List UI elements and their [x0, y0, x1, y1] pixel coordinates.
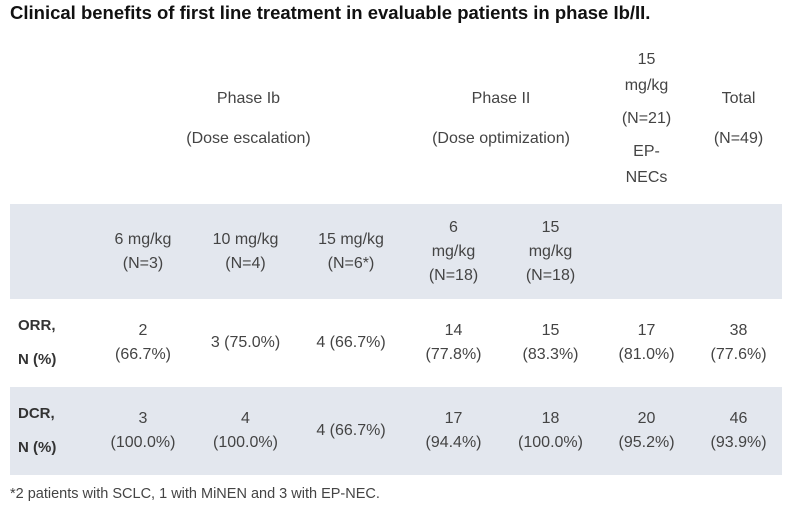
- total-header: Total (N=49): [695, 34, 782, 204]
- table-row-dcr: DCR, N (%) 3 (100.0%) 4 (100.0%) 4 (66.7%)…: [10, 387, 783, 475]
- dose-group-line: (N=6*): [327, 254, 375, 272]
- ep-nec-header-line: NECs: [625, 169, 668, 186]
- subheader-empty-cell: [10, 204, 93, 299]
- data-cell: 14 (77.8%): [404, 299, 503, 387]
- cell-line: 4 (66.7%): [316, 422, 386, 439]
- data-cell: 20 (95.2%): [598, 387, 695, 475]
- data-cell: 46 (93.9%): [695, 387, 782, 475]
- dose-group-line: (N=18): [525, 266, 576, 284]
- cell-line: 15: [541, 322, 560, 339]
- dose-group-cell: 15 mg/kg (N=18): [503, 204, 598, 299]
- data-cell: 2 (66.7%): [93, 299, 193, 387]
- cell-line: 4 (66.7%): [316, 334, 386, 351]
- table-footnote: *2 patients with SCLC, 1 with MiNEN and …: [10, 486, 380, 502]
- cell-line: 20: [637, 410, 656, 427]
- phase-ib-title: Phase Ib: [216, 90, 281, 107]
- data-cell: 17 (94.4%): [404, 387, 503, 475]
- phase-ib-subtitle: (Dose escalation): [186, 130, 311, 147]
- dose-subheader-row: 6 mg/kg (N=3) 10 mg/kg (N=4) 15 mg/kg (N…: [10, 204, 783, 299]
- dose-group-cell: 10 mg/kg (N=4): [193, 204, 298, 299]
- cell-line: (77.8%): [425, 346, 482, 363]
- ep-nec-header-line: 15: [637, 51, 656, 68]
- cell-line: (100.0%): [213, 434, 278, 451]
- data-cell: 17 (81.0%): [598, 299, 695, 387]
- data-cell: 38 (77.6%): [695, 299, 782, 387]
- subheader-empty-cell: [695, 204, 782, 299]
- phase-ib-header: Phase Ib (Dose escalation): [93, 34, 404, 204]
- row-label-line: N (%): [18, 439, 57, 456]
- row-label-line: ORR,: [18, 317, 56, 334]
- ep-nec-header-line: EP-: [633, 143, 660, 160]
- cell-line: 38: [729, 322, 748, 339]
- cell-line: 17: [444, 410, 463, 427]
- phase-ii-title: Phase II: [471, 90, 531, 107]
- row-label-line: N (%): [18, 351, 57, 368]
- cell-line: (94.4%): [425, 434, 482, 451]
- cell-line: (95.2%): [618, 434, 675, 451]
- data-cell: 3 (100.0%): [93, 387, 193, 475]
- cell-line: (77.6%): [710, 346, 767, 363]
- dose-group-line: (N=4): [225, 254, 266, 272]
- cell-line: (100.0%): [518, 434, 583, 451]
- table-title: Clinical benefits of first line treatmen…: [10, 2, 651, 23]
- header-empty-cell: [10, 34, 93, 204]
- dose-group-cell: 6 mg/kg (N=3): [93, 204, 193, 299]
- dose-group-line: 6 mg/kg: [114, 230, 172, 248]
- header-row: Phase Ib (Dose escalation) Phase II (Dos…: [10, 34, 782, 204]
- phase-ii-subtitle: (Dose optimization): [432, 130, 570, 147]
- dose-group-line: mg/kg: [431, 242, 476, 260]
- row-label-line: DCR,: [18, 405, 55, 422]
- cell-line: (100.0%): [110, 434, 176, 451]
- dose-group-line: 10 mg/kg: [212, 230, 279, 248]
- ep-nec-header-line: mg/kg: [624, 77, 669, 94]
- total-subtitle: (N=49): [713, 130, 764, 147]
- dose-group-line: 6: [449, 218, 458, 236]
- cell-line: (93.9%): [710, 434, 767, 451]
- dose-group-cell: 15 mg/kg (N=6*): [298, 204, 404, 299]
- dose-group-line: 15 mg/kg: [318, 230, 384, 248]
- cell-line: 14: [444, 322, 463, 339]
- data-cell: 4 (100.0%): [193, 387, 298, 475]
- cell-line: 17: [637, 322, 656, 339]
- table-row-orr: ORR, N (%) 2 (66.7%) 3 (75.0%) 4 (66.7%) …: [10, 299, 783, 387]
- phase-ii-header: Phase II (Dose optimization): [404, 34, 598, 204]
- clinical-benefits-table: Phase Ib (Dose escalation) Phase II (Dos…: [10, 34, 783, 475]
- cell-line: 3 (75.0%): [210, 334, 281, 351]
- dose-group-line: (N=18): [428, 266, 479, 284]
- cell-line: 18: [541, 410, 560, 427]
- cell-line: 46: [729, 410, 748, 427]
- row-label: DCR, N (%): [10, 387, 93, 475]
- cell-line: (66.7%): [114, 346, 172, 363]
- data-cell: 4 (66.7%): [298, 387, 404, 475]
- dose-group-line: (N=3): [122, 254, 164, 272]
- dose-group-line: mg/kg: [528, 242, 573, 260]
- ep-nec-header-line: (N=21): [621, 110, 672, 127]
- data-cell: 15 (83.3%): [503, 299, 598, 387]
- cell-line: 2: [138, 322, 148, 339]
- dose-group-line: 15: [541, 218, 560, 236]
- subheader-empty-cell: [598, 204, 695, 299]
- data-cell: 3 (75.0%): [193, 299, 298, 387]
- total-title: Total: [721, 90, 756, 107]
- cell-line: 3: [138, 410, 148, 427]
- data-cell: 18 (100.0%): [503, 387, 598, 475]
- cell-line: (83.3%): [522, 346, 579, 363]
- ep-nec-header: 15 mg/kg (N=21) EP- NECs: [598, 34, 695, 204]
- cell-line: (81.0%): [618, 346, 675, 363]
- cell-line: 4: [241, 410, 250, 427]
- data-cell: 4 (66.7%): [298, 299, 404, 387]
- row-label: ORR, N (%): [10, 299, 93, 387]
- dose-group-cell: 6 mg/kg (N=18): [404, 204, 503, 299]
